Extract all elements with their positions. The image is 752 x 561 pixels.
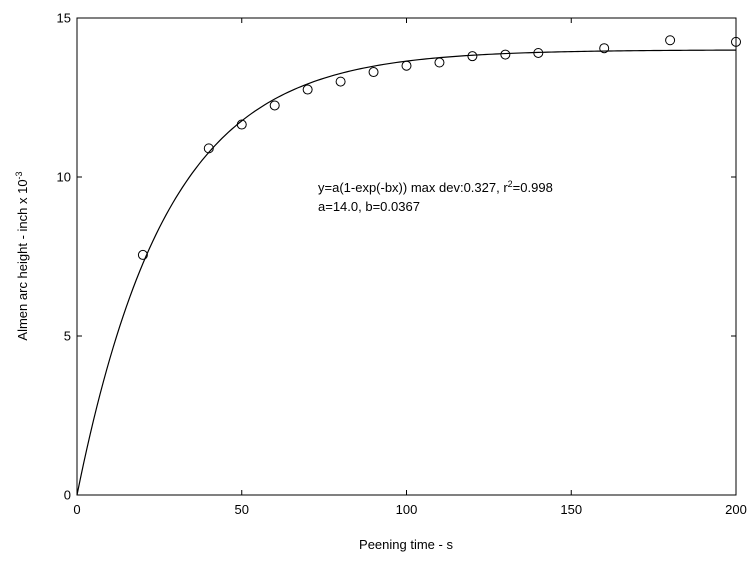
data-point — [269, 100, 280, 111]
y-tick-label: 0 — [64, 488, 71, 503]
y-axis-label: Almen arc height - inch x 10-3 — [14, 171, 30, 340]
data-point — [302, 84, 313, 95]
y-axis-label-exponent: -3 — [14, 171, 24, 179]
data-point — [236, 119, 247, 130]
fit-equation-text: y=a(1-exp(-bx)) max dev:0.327, r — [318, 180, 508, 195]
data-point — [599, 43, 610, 54]
data-point — [434, 57, 445, 68]
r-squared-superscript: 2 — [508, 179, 513, 189]
fit-curve-layer — [76, 49, 737, 496]
x-tick-label: 50 — [235, 502, 249, 517]
x-tick-label: 0 — [73, 502, 80, 517]
data-point — [335, 76, 346, 87]
x-tick-label: 100 — [396, 502, 418, 517]
scatter-points-layer — [137, 35, 741, 260]
data-point — [137, 249, 148, 260]
fit-equation-annotation: y=a(1-exp(-bx)) max dev:0.327, r2=0.998 — [318, 179, 553, 195]
data-point — [731, 36, 741, 47]
x-axis-ticks: 0 50 100 150 200 — [73, 18, 747, 517]
y-axis-ticks: 0 5 10 15 — [57, 11, 736, 503]
y-axis-label-text: Almen arc height - inch x 10 — [15, 179, 30, 340]
data-point — [401, 60, 412, 71]
y-tick-label: 10 — [57, 170, 71, 185]
data-point — [368, 67, 379, 78]
data-point — [467, 51, 478, 62]
plot-frame — [76, 17, 737, 496]
x-axis-label: Peening time - s — [359, 537, 453, 552]
y-tick-label: 5 — [64, 329, 71, 344]
x-tick-label: 200 — [725, 502, 747, 517]
fit-parameters-annotation: a=14.0, b=0.0367 — [318, 199, 420, 214]
y-tick-label: 15 — [57, 11, 71, 26]
r-squared-value: =0.998 — [513, 180, 553, 195]
fit-curve — [76, 49, 737, 496]
data-point — [203, 143, 214, 154]
data-point — [533, 47, 544, 58]
data-point — [665, 35, 676, 46]
x-tick-label: 150 — [560, 502, 582, 517]
data-point — [500, 49, 511, 60]
